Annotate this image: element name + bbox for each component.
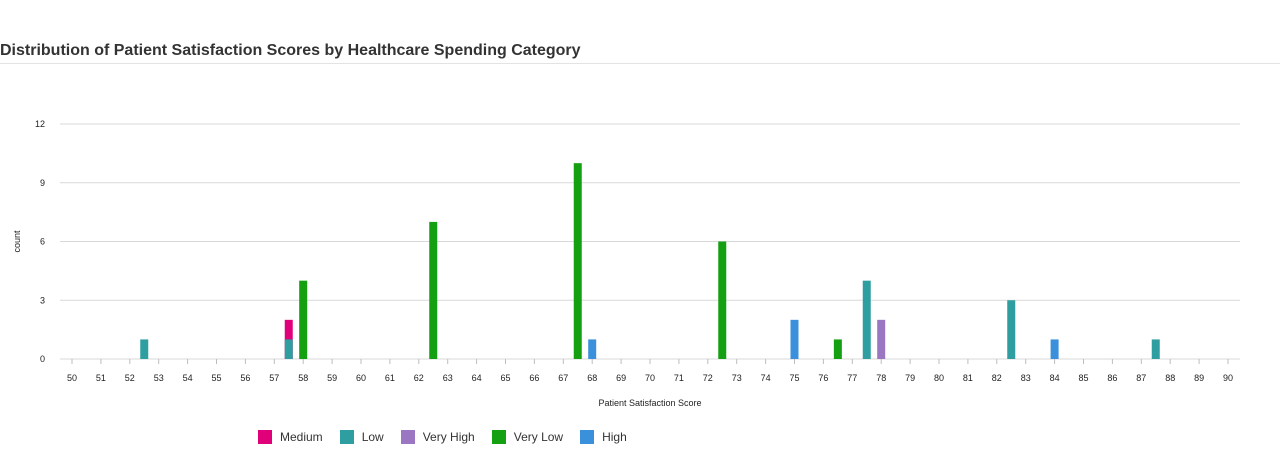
legend-swatch bbox=[580, 430, 595, 444]
x-tick-label: 62 bbox=[414, 373, 424, 383]
x-tick-label: 50 bbox=[67, 373, 77, 383]
x-axis-title: Patient Satisfaction Score bbox=[598, 398, 701, 408]
legend-item-very-high[interactable]: Very High bbox=[400, 430, 475, 444]
y-tick-label: 0 bbox=[40, 354, 45, 364]
bar-high[interactable] bbox=[588, 339, 597, 359]
x-tick-label: 57 bbox=[269, 373, 279, 383]
x-tick-label: 87 bbox=[1136, 373, 1146, 383]
y-tick-label: 9 bbox=[40, 178, 45, 188]
x-tick-label: 85 bbox=[1078, 373, 1088, 383]
gridlines bbox=[60, 123, 1240, 360]
bar-very-low[interactable] bbox=[429, 221, 438, 359]
bar-low[interactable] bbox=[862, 280, 871, 359]
x-tick-label: 72 bbox=[703, 373, 713, 383]
x-tick-label: 79 bbox=[905, 373, 915, 383]
x-tick-label: 82 bbox=[992, 373, 1002, 383]
legend: Medium Low Very High Very Low High bbox=[258, 430, 644, 444]
x-tick-label: 52 bbox=[125, 373, 135, 383]
x-tick-label: 67 bbox=[558, 373, 568, 383]
x-tick-label: 54 bbox=[183, 373, 193, 383]
y-axis: 0 3 6 9 12 bbox=[35, 119, 45, 364]
y-tick-label: 6 bbox=[40, 237, 45, 247]
x-tick-label: 86 bbox=[1107, 373, 1117, 383]
x-axis: 50 51 52 53 54 55 56 57 58 59 60 61 62 63 64 65 66 67 68 69… bbox=[67, 359, 1233, 383]
bar-very-high[interactable] bbox=[877, 319, 886, 359]
x-tick-label: 75 bbox=[789, 373, 799, 383]
bar-low[interactable] bbox=[1007, 300, 1016, 359]
x-tick-label: 60 bbox=[356, 373, 366, 383]
legend-label: Medium bbox=[280, 430, 323, 444]
title-divider bbox=[0, 63, 1280, 64]
legend-swatch bbox=[258, 430, 272, 444]
x-tick-label: 74 bbox=[761, 373, 771, 383]
x-tick-label: 66 bbox=[529, 373, 539, 383]
x-tick-label: 80 bbox=[934, 373, 944, 383]
legend-item-low[interactable]: Low bbox=[339, 430, 384, 444]
bar-very-low[interactable] bbox=[573, 163, 582, 359]
legend-label: High bbox=[602, 430, 627, 444]
x-tick-label: 71 bbox=[674, 373, 684, 383]
x-tick-label: 68 bbox=[587, 373, 597, 383]
x-tick-label: 70 bbox=[645, 373, 655, 383]
x-tick-label: 88 bbox=[1165, 373, 1175, 383]
x-tick-label: 53 bbox=[154, 373, 164, 383]
legend-item-very-low[interactable]: Very Low bbox=[491, 430, 564, 444]
x-tick-label: 78 bbox=[876, 373, 886, 383]
x-tick-label: 81 bbox=[963, 373, 973, 383]
legend-label: Very Low bbox=[513, 430, 564, 444]
x-tick-label: 90 bbox=[1223, 373, 1233, 383]
bar-very-low[interactable] bbox=[833, 339, 842, 359]
legend-label: Very High bbox=[422, 430, 475, 444]
bar-low[interactable] bbox=[140, 339, 149, 359]
x-tick-label: 65 bbox=[500, 373, 510, 383]
legend-swatch bbox=[400, 430, 415, 444]
legend-item-medium[interactable]: Medium bbox=[258, 430, 323, 444]
x-tick-label: 55 bbox=[211, 373, 221, 383]
x-tick-label: 89 bbox=[1194, 373, 1204, 383]
bar-very-low[interactable] bbox=[718, 241, 727, 360]
x-tick-label: 83 bbox=[1021, 373, 1031, 383]
x-tick-label: 76 bbox=[818, 373, 828, 383]
bar-very-low[interactable] bbox=[299, 280, 308, 359]
legend-item-high[interactable]: High bbox=[580, 430, 627, 444]
x-tick-label: 61 bbox=[385, 373, 395, 383]
bar-high[interactable] bbox=[1050, 339, 1059, 359]
x-tick-label: 84 bbox=[1050, 373, 1060, 383]
y-axis-title: count bbox=[12, 230, 22, 253]
y-tick-label: 3 bbox=[40, 295, 45, 305]
x-tick-label: 63 bbox=[443, 373, 453, 383]
y-tick-label: 12 bbox=[35, 119, 45, 129]
x-tick-label: 58 bbox=[298, 373, 308, 383]
x-tick-label: 56 bbox=[240, 373, 250, 383]
x-tick-label: 77 bbox=[847, 373, 857, 383]
bar-low[interactable] bbox=[284, 339, 293, 359]
bar-high[interactable] bbox=[790, 319, 799, 359]
x-tick-label: 69 bbox=[616, 373, 626, 383]
x-tick-label: 73 bbox=[732, 373, 742, 383]
chart-title: Distribution of Patient Satisfaction Sco… bbox=[0, 42, 581, 59]
x-tick-label: 59 bbox=[327, 373, 337, 383]
x-tick-label: 51 bbox=[96, 373, 106, 383]
bar-low[interactable] bbox=[1151, 339, 1160, 359]
legend-label: Low bbox=[361, 430, 384, 444]
bars bbox=[140, 163, 1160, 359]
x-tick-label: 64 bbox=[472, 373, 482, 383]
legend-swatch bbox=[491, 430, 506, 444]
legend-swatch bbox=[339, 430, 354, 444]
